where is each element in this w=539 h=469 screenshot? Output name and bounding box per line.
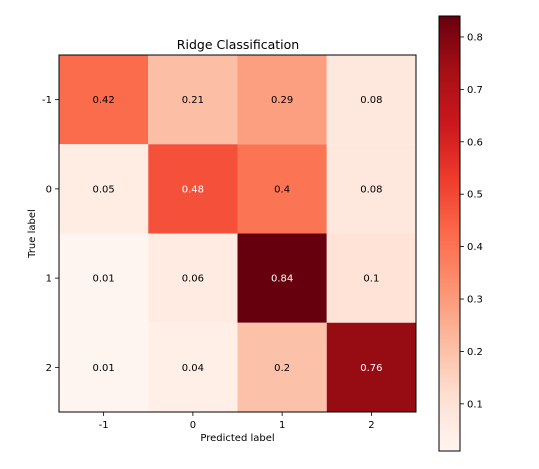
plot-frame — [58, 54, 417, 413]
colorbar-tick-label: 0.6 — [467, 137, 483, 148]
colorbar-tick-label: 0.1 — [467, 399, 483, 410]
x-axis-label: Predicted label — [200, 433, 274, 444]
colorbar-tick-label: 0.2 — [467, 347, 483, 358]
x-tick-label: -1 — [99, 420, 109, 431]
cell-value-label: 0.08 — [360, 95, 382, 106]
heatmap-cell — [148, 322, 238, 412]
heatmap-cell — [59, 144, 149, 234]
cell-value-label: 0.01 — [92, 274, 114, 285]
cell-value-label: 0.2 — [274, 363, 290, 374]
cell-value-label: 0.84 — [271, 274, 293, 285]
x-tick-label: 0 — [190, 420, 196, 431]
cell-value-label: 0.1 — [363, 274, 379, 285]
y-tick-label: 0 — [46, 184, 52, 195]
y-tick-label: 2 — [46, 363, 52, 374]
cell-value-label: 0.76 — [360, 363, 382, 374]
y-tick-label: -1 — [42, 95, 52, 106]
heatmap-cell — [59, 55, 149, 145]
x-tick-label: 2 — [368, 420, 374, 431]
cell-value-label: 0.42 — [92, 95, 114, 106]
cell-value-label: 0.08 — [360, 184, 382, 195]
cell-value-label: 0.04 — [182, 363, 204, 374]
cell-value-label: 0.48 — [182, 184, 204, 195]
heatmap-cell — [237, 144, 327, 234]
y-axis-label: True label — [27, 209, 38, 259]
heatmap-cell — [148, 144, 238, 234]
heatmap-cell — [237, 233, 327, 323]
cell-value-label: 0.05 — [92, 184, 114, 195]
chart-title: Ridge Classification — [177, 37, 299, 52]
heatmap-cell — [237, 55, 327, 145]
colorbar-tick-label: 0.7 — [467, 85, 483, 96]
colorbar-tick-label: 0.8 — [467, 32, 483, 43]
cell-value-label: 0.4 — [274, 184, 290, 195]
heatmap-cell — [148, 55, 238, 145]
heatmap-cell — [326, 144, 416, 234]
x-tick-label: 1 — [279, 420, 285, 431]
colorbar-tick-label: 0.4 — [467, 242, 483, 253]
colorbar-frame — [438, 15, 461, 452]
heatmap-cell — [237, 322, 327, 412]
cell-value-label: 0.21 — [182, 95, 204, 106]
colorbar-tick-label: 0.5 — [467, 190, 483, 201]
heatmap-cell — [326, 322, 416, 412]
cell-value-label: 0.01 — [92, 363, 114, 374]
heatmap-cell — [59, 233, 149, 323]
heatmap-cell — [59, 322, 149, 412]
heatmap-cell — [326, 233, 416, 323]
y-axis: -1 0 1 2 — [42, 95, 59, 374]
colorbar-fill — [439, 16, 460, 451]
y-tick-label: 1 — [46, 274, 52, 285]
heatmap-cell — [326, 55, 416, 145]
colorbar-tick-label: 0.3 — [467, 295, 483, 306]
colorbar: 0.1 0.2 0.3 0.4 0.5 0.6 0.7 0.8 — [438, 15, 483, 452]
colorbar-ticks: 0.1 0.2 0.3 0.4 0.5 0.6 0.7 0.8 — [460, 32, 483, 410]
cell-value-label: 0.29 — [271, 95, 293, 106]
heatmap-cells: 0.42 0.21 0.29 0.08 0.05 0.48 0.4 0.08 0.01 0.06 0… — [59, 55, 416, 412]
cell-value-label: 0.06 — [182, 274, 204, 285]
heatmap-cell — [148, 233, 238, 323]
x-axis: -1 0 1 2 — [99, 412, 375, 431]
